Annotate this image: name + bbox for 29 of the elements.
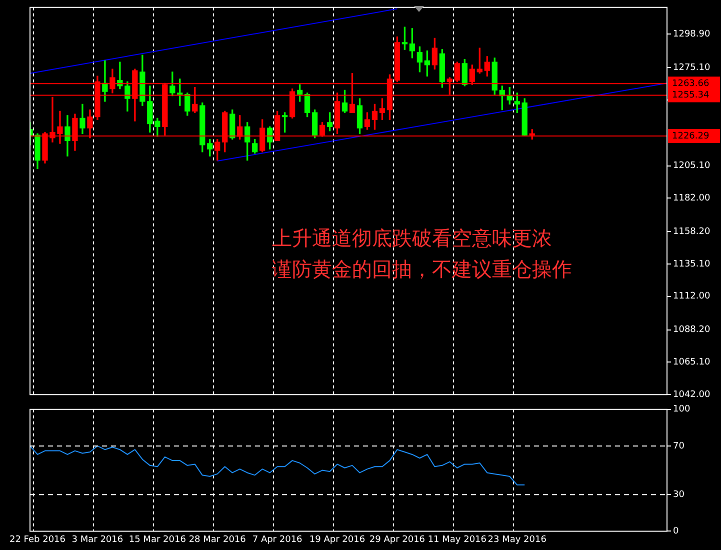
y-tick-label: 100 bbox=[673, 404, 690, 415]
ref-line-label: 1255.34 bbox=[672, 90, 710, 101]
y-tick-label: 70 bbox=[673, 441, 685, 452]
x-tick-label: 19 Apr 2016 bbox=[309, 534, 366, 545]
y-tick-label: 0 bbox=[673, 526, 679, 537]
annotation: 上升通道彻底跌破看空意味更浓 bbox=[272, 226, 552, 250]
y-tick-label: 1205.10 bbox=[673, 161, 710, 172]
y-tick-label: 1112.00 bbox=[673, 292, 710, 302]
annotation: 谨防黄金的回抽，不建议重仓操作 bbox=[272, 256, 572, 281]
x-tick-label: 22 Feb 2016 bbox=[9, 534, 66, 545]
x-tick-label: 11 May 2016 bbox=[428, 534, 487, 545]
y-tick-label: 1042.00 bbox=[673, 390, 710, 400]
y-tick-label: 1135.10 bbox=[673, 259, 710, 270]
candlestick bbox=[102, 60, 108, 102]
x-tick-label: 7 Apr 2016 bbox=[252, 534, 303, 545]
y-tick-label: 1065.10 bbox=[673, 358, 710, 368]
x-tick-label: 3 Mar 2016 bbox=[72, 534, 124, 545]
y-tick-label: 30 bbox=[673, 490, 685, 500]
y-tick-label: 1298.90 bbox=[673, 30, 710, 40]
y-tick-label: 1158.20 bbox=[673, 226, 710, 237]
x-tick-label: 29 Apr 2016 bbox=[369, 534, 426, 545]
ref-line-label: 1226.29 bbox=[672, 131, 710, 142]
x-tick-label: 28 Mar 2016 bbox=[188, 534, 246, 545]
y-tick-label: 1182.00 bbox=[673, 194, 710, 204]
ref-line-label: 1263.66 bbox=[672, 78, 710, 89]
x-tick-label: 15 Mar 2016 bbox=[128, 534, 186, 545]
x-tick-label: 23 May 2016 bbox=[488, 534, 547, 545]
y-tick-label: 1088.20 bbox=[673, 325, 710, 336]
y-tick-label: 1275.10 bbox=[673, 62, 710, 73]
